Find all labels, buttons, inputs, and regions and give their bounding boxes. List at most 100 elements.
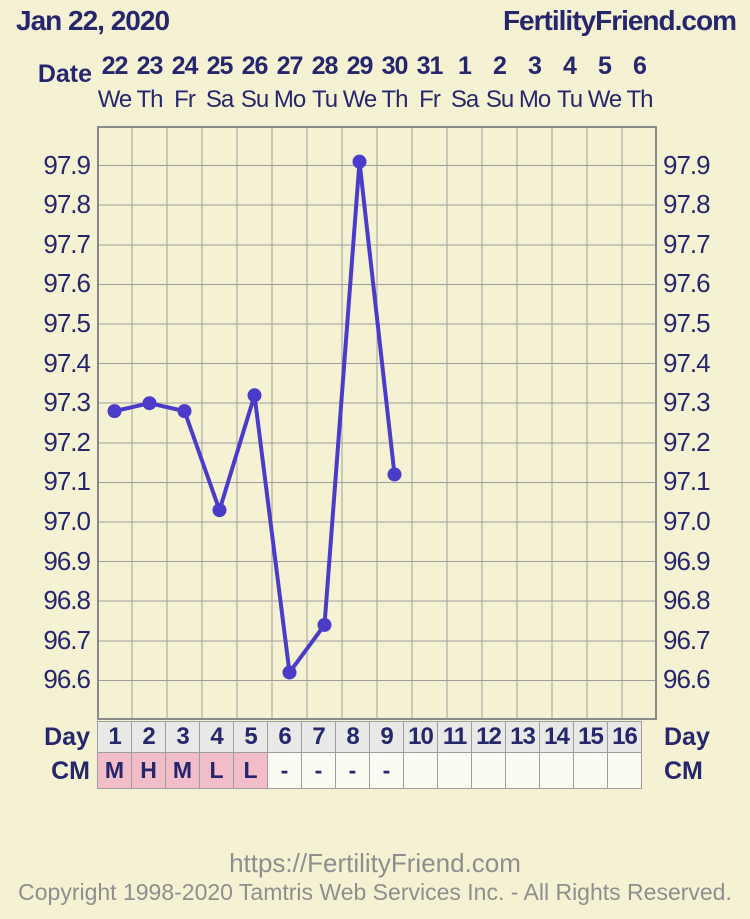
temp-point-day-2[interactable] bbox=[142, 396, 157, 411]
y-axis-label-left: 97.0 bbox=[43, 506, 91, 536]
day-cell-13[interactable]: 13 bbox=[505, 721, 540, 753]
day-cell-6[interactable]: 6 bbox=[267, 721, 302, 753]
cm-cell-16 bbox=[607, 752, 642, 789]
grid-lines bbox=[97, 126, 657, 720]
day-cell-14[interactable]: 14 bbox=[539, 721, 574, 753]
date-number: 31 bbox=[416, 52, 444, 80]
day-cell-11[interactable]: 11 bbox=[437, 721, 472, 753]
y-axis-label-right: 97.8 bbox=[663, 189, 711, 220]
y-axis-label-right: 97.3 bbox=[663, 387, 711, 418]
cm-cell-6[interactable]: - bbox=[267, 752, 302, 789]
y-axis-label-left: 97.7 bbox=[43, 228, 91, 259]
weekday-label: Th bbox=[381, 86, 408, 113]
weekday-label: We bbox=[97, 86, 133, 113]
date-number: 29 bbox=[346, 52, 374, 80]
cm-cell-3[interactable]: M bbox=[165, 752, 200, 789]
day-cell-7[interactable]: 7 bbox=[301, 721, 336, 753]
cm-cell-13 bbox=[505, 752, 540, 789]
temp-point-day-6[interactable] bbox=[282, 665, 297, 680]
day-cell-15[interactable]: 15 bbox=[573, 721, 608, 753]
day-cell-4[interactable]: 4 bbox=[199, 721, 234, 753]
cm-cell-10 bbox=[403, 752, 438, 789]
day-cell-5[interactable]: 5 bbox=[233, 721, 268, 753]
day-row-label-right: Day bbox=[664, 723, 710, 751]
y-axis-label-left: 97.4 bbox=[43, 347, 91, 378]
cm-cell-5[interactable]: L bbox=[233, 752, 268, 789]
date-number: 2 bbox=[493, 52, 507, 80]
y-axis-label-right: 97.5 bbox=[663, 308, 711, 338]
y-axis-label-left: 96.8 bbox=[43, 585, 91, 616]
day-cell-16[interactable]: 16 bbox=[607, 721, 642, 753]
weekday-label: Th bbox=[626, 86, 653, 113]
y-axis-label-right: 97.4 bbox=[663, 347, 711, 378]
day-cell-12[interactable]: 12 bbox=[471, 721, 506, 753]
cm-cell-9[interactable]: - bbox=[369, 752, 404, 789]
temp-point-day-7[interactable] bbox=[317, 617, 332, 632]
cm-cell-8[interactable]: - bbox=[335, 752, 370, 789]
day-row-label-left: Day bbox=[44, 723, 90, 751]
weekday-label: Tu bbox=[556, 86, 583, 113]
y-axis-label-right: 96.6 bbox=[663, 664, 711, 695]
y-axis-label-right: 96.9 bbox=[663, 545, 711, 576]
y-axis-label-right: 97.2 bbox=[663, 426, 711, 457]
cm-cell-7[interactable]: - bbox=[301, 752, 336, 789]
temp-point-day-8[interactable] bbox=[352, 154, 367, 169]
weekday-label: Sa bbox=[205, 86, 234, 113]
brand-title: FertilityFriend.com bbox=[502, 5, 737, 36]
cm-cell-1[interactable]: M bbox=[97, 752, 132, 789]
day-cell-10[interactable]: 10 bbox=[403, 721, 438, 753]
y-axis-label-left: 97.5 bbox=[43, 308, 91, 338]
cm-cell-4[interactable]: L bbox=[199, 752, 234, 789]
y-axis-label-left: 96.7 bbox=[43, 624, 91, 655]
cm-cell-14 bbox=[539, 752, 574, 789]
date-number: 3 bbox=[528, 52, 542, 80]
cm-cell-2[interactable]: H bbox=[131, 752, 166, 789]
date-number: 26 bbox=[241, 52, 269, 80]
day-cell-2[interactable]: 2 bbox=[131, 721, 166, 753]
weekday-label: Th bbox=[136, 86, 163, 113]
date-number: 27 bbox=[276, 52, 304, 80]
date-number: 22 bbox=[101, 52, 129, 80]
temp-point-day-3[interactable] bbox=[177, 404, 192, 419]
y-axis-label-left: 97.6 bbox=[43, 268, 91, 299]
weekday-label: We bbox=[587, 86, 623, 113]
weekday-label: Fr bbox=[174, 86, 196, 113]
date-number: 5 bbox=[598, 52, 612, 80]
cm-cell-12 bbox=[471, 752, 506, 789]
temp-point-day-1[interactable] bbox=[107, 404, 122, 419]
date-number: 28 bbox=[311, 52, 339, 80]
temp-point-day-5[interactable] bbox=[247, 388, 262, 403]
day-cell-1[interactable]: 1 bbox=[97, 721, 132, 753]
y-axis-label-right: 97.0 bbox=[663, 506, 711, 536]
bbt-temperature-chart[interactable] bbox=[97, 126, 657, 720]
date-number: 24 bbox=[171, 52, 199, 80]
date-number: 25 bbox=[206, 52, 234, 80]
date-row-label: Date bbox=[37, 60, 92, 88]
cm-cell-11 bbox=[437, 752, 472, 789]
day-cell-9[interactable]: 9 bbox=[369, 721, 404, 753]
y-axis-label-left: 97.8 bbox=[43, 189, 91, 220]
temperature-line bbox=[112, 159, 397, 675]
y-axis-label-left: 97.9 bbox=[43, 149, 91, 180]
weekday-label: We bbox=[342, 86, 378, 113]
cm-row-label-left: CM bbox=[51, 757, 90, 785]
date-numbers-row: 22 23 24 25 26 27 28 29 30 31 1 2 3 4 5 6 bbox=[97, 52, 657, 81]
chart-start-date: Jan 22, 2020 bbox=[16, 5, 170, 36]
cm-row-label-right: CM bbox=[664, 757, 703, 785]
day-cell-8[interactable]: 8 bbox=[335, 721, 370, 753]
footer-url: https://FertilityFriend.com bbox=[229, 848, 521, 878]
temp-point-day-4[interactable] bbox=[212, 503, 227, 518]
weekday-label: Mo bbox=[518, 86, 551, 113]
footer-copyright: Copyright 1998-2020 Tamtris Web Services… bbox=[18, 879, 732, 905]
weekday-label: Tu bbox=[311, 86, 338, 113]
temp-point-day-9[interactable] bbox=[387, 467, 402, 482]
weekday-label: Su bbox=[485, 86, 514, 113]
date-number: 4 bbox=[563, 52, 577, 80]
weekday-row: We Th Fr Sa Su Mo Tu We Th Fr Sa Su Mo Tu We Th bbox=[97, 86, 657, 114]
y-axis-label-left: 97.3 bbox=[43, 387, 91, 418]
weekday-label: Sa bbox=[450, 86, 479, 113]
day-cell-3[interactable]: 3 bbox=[165, 721, 200, 753]
date-number: 6 bbox=[633, 52, 647, 80]
